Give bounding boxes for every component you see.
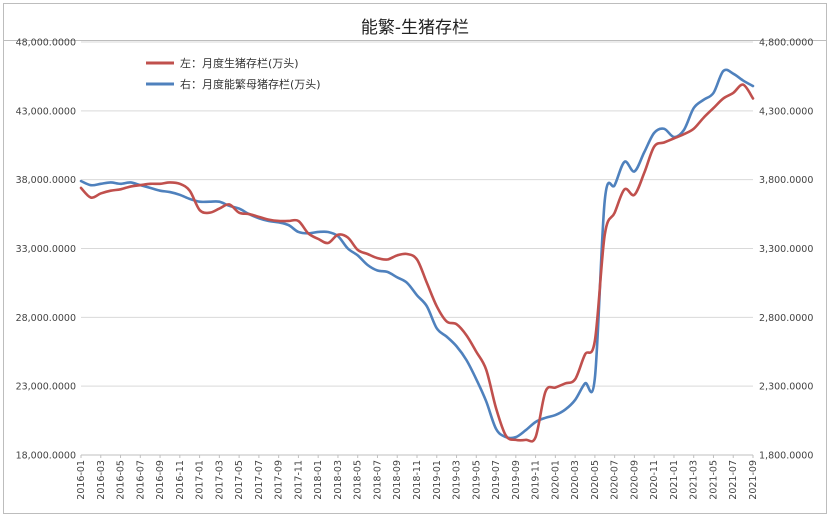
legend-label: 左：月度生猪存栏(万头) — [180, 56, 299, 70]
x-tick-label: 2016-09 — [155, 460, 166, 500]
x-tick-label: 2017-11 — [293, 460, 304, 500]
x-tick-label: 2018-05 — [353, 460, 364, 500]
title-divider — [4, 40, 826, 41]
x-tick-label: 2018-01 — [313, 460, 324, 500]
x-tick-label: 2019-05 — [471, 460, 482, 500]
chart-frame: 能繁-生猪存栏 18,000.0000 23,000.0000 28,000.000… — [3, 3, 827, 514]
x-tick-label: 2019-07 — [491, 460, 502, 500]
series-line-sow-inventory — [79, 68, 755, 440]
x-tick-label: 2017-09 — [274, 460, 285, 500]
x-tick-label: 2018-09 — [392, 460, 403, 500]
x-tick-label: 2020-01 — [550, 460, 561, 500]
y-right-tick-label: 4,300.0000 — [759, 106, 813, 117]
legend-label: 右：月度能繁母猪存栏(万头) — [180, 77, 321, 91]
x-tick-label: 2019-01 — [432, 460, 443, 500]
x-tick-label: 2020-03 — [570, 460, 581, 500]
x-tick-label: 2021-05 — [708, 460, 719, 500]
x-tick-label: 2017-03 — [214, 460, 225, 500]
x-tick-label: 2021-07 — [728, 460, 739, 500]
y-right-tick-label: 2,300.0000 — [759, 382, 813, 393]
x-tick-label: 2021-01 — [669, 460, 680, 500]
y-right-tick-label: 3,800.0000 — [759, 175, 813, 186]
x-tick-label: 2020-09 — [629, 460, 640, 500]
x-tick-label: 2017-01 — [195, 460, 206, 500]
y-left-tick-label: 23,000.0000 — [16, 382, 76, 393]
y-right-tick-label: 1,800.0000 — [759, 451, 813, 462]
y-right-tick-label: 2,800.0000 — [759, 313, 813, 324]
x-tick-label: 2020-11 — [649, 460, 660, 500]
x-tick-label: 2018-03 — [333, 460, 344, 500]
x-tick-label: 2016-07 — [135, 460, 146, 500]
y-left-tick-label: 28,000.0000 — [16, 313, 76, 324]
x-tick-label: 2016-01 — [76, 460, 87, 500]
y-left-tick-label: 33,000.0000 — [16, 244, 76, 255]
x-tick-label: 2019-03 — [452, 460, 463, 500]
x-tick-label: 2016-05 — [116, 460, 127, 500]
y-left-tick-label: 38,000.0000 — [16, 175, 76, 186]
y-left-tick-label: 48,000.0000 — [16, 38, 76, 49]
x-tick-label: 2018-11 — [412, 460, 423, 500]
x-tick-label: 2020-05 — [590, 460, 601, 500]
x-tick-label: 2018-07 — [372, 460, 383, 500]
series-line-hog-inventory — [79, 83, 755, 443]
x-tick-label: 2019-11 — [531, 460, 542, 500]
chart-svg: 18,000.0000 23,000.0000 28,000.0000 33,000.… — [16, 38, 814, 500]
y-left-tick-label: 18,000.0000 — [16, 451, 76, 462]
x-tick-label: 2020-07 — [610, 460, 621, 500]
y-left-tick-label: 43,000.0000 — [16, 106, 76, 117]
x-tick-label: 2021-09 — [748, 460, 759, 500]
chart-title: 能繁-生猪存栏 — [360, 18, 470, 38]
y-right-tick-label: 3,300.0000 — [759, 244, 813, 255]
x-tick-label: 2016-03 — [96, 460, 107, 500]
x-tick-label: 2016-11 — [175, 460, 186, 500]
x-tick-label: 2021-03 — [689, 460, 700, 500]
x-tick-label: 2017-07 — [254, 460, 265, 500]
x-tick-label: 2017-05 — [234, 460, 245, 500]
x-tick-label: 2019-09 — [511, 460, 522, 500]
y-right-tick-label: 4,800.0000 — [759, 38, 813, 49]
